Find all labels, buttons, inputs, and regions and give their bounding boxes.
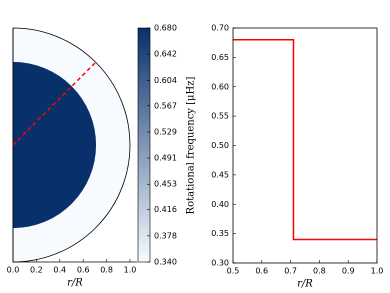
ray: [12, 61, 97, 146]
x-tick-label: 1.0: [124, 266, 137, 275]
x-tick-label: 1.0: [371, 267, 384, 276]
y-label: Rotational frequency [μHz]: [186, 76, 197, 214]
colorbar-tick-label: 0.567: [154, 101, 177, 110]
x-label: r/R: [297, 279, 313, 290]
y-tick-label: 0.65: [211, 53, 229, 62]
y-tick-label: 0.35: [211, 229, 229, 238]
colorbar-tick-label: 0.604: [154, 76, 177, 85]
x-tick-label: 0.2: [30, 266, 43, 275]
disk-region: [13, 61, 97, 229]
plot-frame: [232, 27, 378, 264]
x-tick-label: 0.9: [342, 267, 355, 276]
x-tick-label: 0.6: [77, 266, 90, 275]
y-tick-label: 0.50: [211, 141, 229, 150]
y-tick-label: 0.40: [211, 200, 229, 209]
x-tick-label: 0.0: [7, 266, 20, 275]
colorbar-tick-label: 0.340: [154, 258, 177, 267]
y-tick-label: 0.45: [211, 170, 229, 179]
y-tick-label: 0.30: [211, 259, 229, 268]
colorbar-tick-label: 0.491: [154, 154, 177, 163]
colorbar-tick-label: 0.378: [154, 231, 177, 240]
x-tick-label: 0.6: [255, 267, 268, 276]
x-tick-label: 0.8: [100, 266, 113, 275]
colorbar: [137, 27, 151, 263]
x-tick-label: 0.5: [227, 267, 240, 276]
x-tick-label: 0.7: [284, 267, 297, 276]
x-tick-label: 0.4: [53, 266, 66, 275]
x-tick-label: 0.8: [313, 267, 326, 276]
colorbar-tick-label: 0.680: [154, 24, 177, 33]
colorbar-tick-label: 0.529: [154, 127, 177, 136]
y-tick-label: 0.70: [211, 24, 229, 33]
colorbar-tick-label: 0.416: [154, 205, 177, 214]
colorbar-tick-label: 0.453: [154, 180, 177, 189]
colorbar-tick-label: 0.642: [154, 50, 177, 59]
y-tick-label: 0.60: [211, 82, 229, 91]
line-series: [233, 39, 377, 241]
y-tick-label: 0.55: [211, 112, 229, 121]
x-label: r/R: [67, 278, 83, 289]
